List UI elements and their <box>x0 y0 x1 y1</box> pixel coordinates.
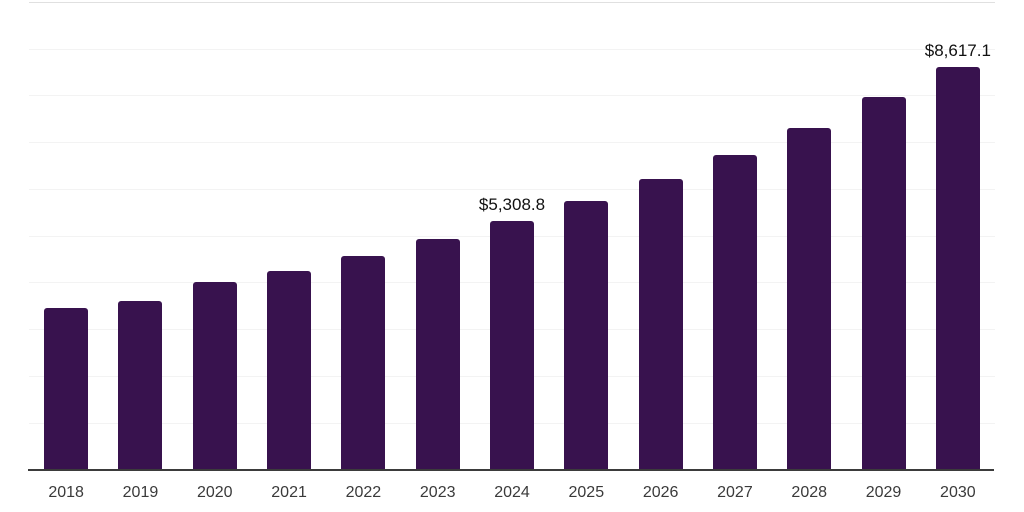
tick-label-2019: 2019 <box>122 484 159 501</box>
gridline <box>29 142 995 144</box>
tick-label-2027: 2027 <box>717 484 753 501</box>
bar-2023 <box>415 238 460 470</box>
gridline <box>29 48 995 50</box>
bar-2030 <box>935 66 980 470</box>
tick-label-2018: 2018 <box>48 484 84 501</box>
tick-label-2026: 2026 <box>642 484 679 501</box>
tick-label-2023: 2023 <box>419 484 456 501</box>
bar-2028 <box>787 128 832 470</box>
top-gridline <box>29 2 995 3</box>
tick-label-2025: 2025 <box>568 484 605 501</box>
tick-label-2022: 2022 <box>345 484 382 501</box>
bar-2026 <box>638 178 683 470</box>
tick-label-2020: 2020 <box>196 484 233 501</box>
bar-2029 <box>861 96 906 470</box>
bar-2027 <box>712 154 757 470</box>
tick-label-2021: 2021 <box>271 484 307 501</box>
bar-2018 <box>44 308 89 470</box>
tick-label-2029: 2029 <box>865 484 902 501</box>
gridline <box>29 188 995 190</box>
bar-2019 <box>118 300 163 470</box>
data-label-2030: $8,617.1 <box>924 40 991 60</box>
bar-2020 <box>192 282 237 470</box>
gridline <box>29 95 995 97</box>
tick-label-2030: 2030 <box>940 484 976 501</box>
bar-2025 <box>564 200 609 470</box>
bar-2021 <box>267 270 312 470</box>
x-axis-line <box>28 469 994 471</box>
bar-2024 <box>490 221 534 470</box>
tick-label-2028: 2028 <box>791 484 828 501</box>
data-label-2024: $5,308.8 <box>478 195 546 215</box>
bar-2022 <box>341 256 386 470</box>
tick-label-2024: 2024 <box>494 484 530 501</box>
